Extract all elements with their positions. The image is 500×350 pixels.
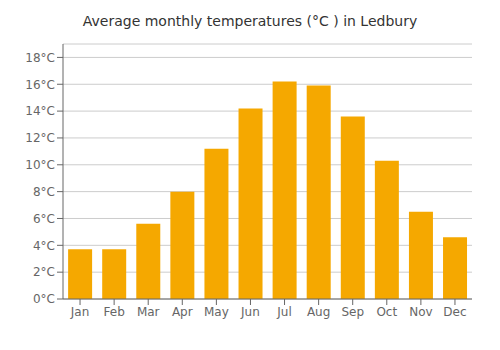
svg-text:May: May — [204, 305, 229, 319]
svg-text:2°C: 2°C — [33, 265, 55, 279]
svg-text:4°C: 4°C — [33, 239, 55, 253]
svg-text:16°C: 16°C — [25, 78, 55, 92]
svg-text:8°C: 8°C — [33, 185, 55, 199]
svg-text:12°C: 12°C — [25, 131, 55, 145]
svg-text:10°C: 10°C — [25, 158, 55, 172]
html-text:Average monthly temperatures (: Average monthly temperatures (°C ) in Le… — [82, 13, 418, 29]
svg-text:Dec: Dec — [443, 305, 466, 319]
svg-text:Jun: Jun — [240, 305, 260, 319]
svg-text:Apr: Apr — [172, 305, 193, 319]
svg-text:Feb: Feb — [104, 305, 125, 319]
svg-text:6°C: 6°C — [33, 212, 55, 226]
svg-text:Mar: Mar — [137, 305, 160, 319]
svg-text:18°C: 18°C — [25, 51, 55, 65]
svg-text:14°C: 14°C — [25, 104, 55, 118]
svg-text:Jul: Jul — [276, 305, 291, 319]
svg-text:Nov: Nov — [409, 305, 432, 319]
svg-text:0°C: 0°C — [33, 292, 55, 306]
svg-text:Oct: Oct — [376, 305, 397, 319]
svg-text:Jan: Jan — [70, 305, 90, 319]
svg-text:Aug: Aug — [307, 305, 330, 319]
svg-text:Sep: Sep — [341, 305, 364, 319]
